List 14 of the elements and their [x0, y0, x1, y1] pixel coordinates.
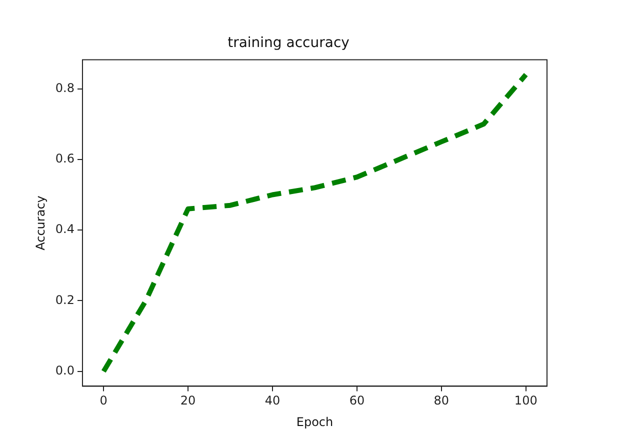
x-tick-label: 60 — [349, 394, 365, 408]
y-tick-label: 0.4 — [55, 222, 74, 236]
y-tick-label: 0.2 — [55, 292, 74, 307]
x-tick-label: 100 — [514, 394, 538, 408]
y-tick-label: 0.8 — [55, 80, 74, 95]
y-tick-label: 0.6 — [55, 152, 74, 166]
chart-title: training accuracy — [228, 35, 350, 52]
y-axis-title: Accuracy — [33, 196, 48, 250]
x-tick-label: 0 — [100, 394, 108, 408]
y-tick-label: 0.0 — [55, 363, 74, 378]
x-axis-title: Epoch — [296, 414, 334, 429]
x-tick-label: 20 — [180, 394, 196, 408]
x-tick-label: 40 — [264, 394, 280, 408]
x-tick-label: 80 — [434, 394, 450, 408]
